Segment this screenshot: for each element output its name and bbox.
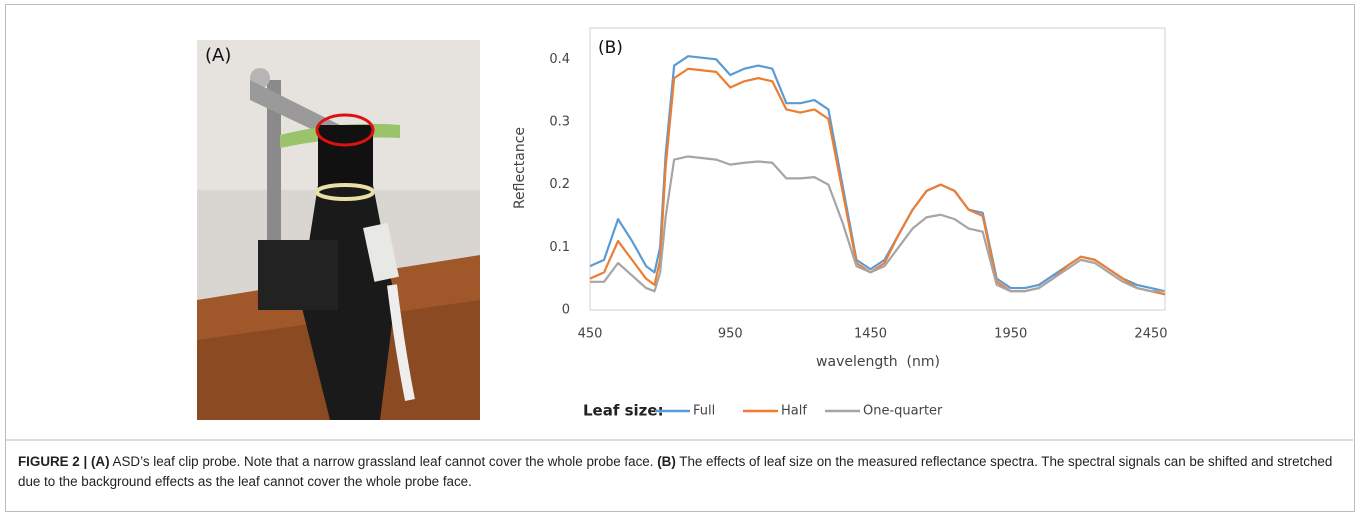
plot-area bbox=[589, 27, 1166, 311]
series-line bbox=[590, 155, 1165, 293]
x-tick-label: 1450 bbox=[854, 327, 887, 342]
figure-frame bbox=[5, 4, 1355, 512]
caption-panel: (A) bbox=[90, 454, 110, 469]
y-axis-title: Reflectance bbox=[512, 127, 528, 209]
legend-label: Half bbox=[781, 404, 807, 419]
photo: (A) bbox=[197, 40, 480, 420]
plot: 0 0.1 0.2 0.3 0.4 450 950 1450 1950 2450 Full Half O… bbox=[549, 52, 1167, 419]
y-tick-label: 0.2 bbox=[549, 177, 570, 192]
caption-label: FIGURE 2 | bbox=[18, 454, 88, 469]
caption-text: ASD’s leaf clip probe. Note that a narro… bbox=[112, 454, 654, 469]
x-axis-title: wavelength (nm) bbox=[816, 354, 940, 370]
x-tick-label: 450 bbox=[578, 327, 603, 342]
x-tick-label: 2450 bbox=[1134, 327, 1167, 342]
legend-title: Leaf size: bbox=[583, 402, 664, 420]
caption-text: The effects of leaf size on the measured… bbox=[18, 454, 1333, 489]
legend-label: Full bbox=[693, 404, 715, 419]
caption-panel: (B) bbox=[657, 454, 676, 469]
panel-label: (B) bbox=[598, 38, 623, 58]
y-tick-label: 0.3 bbox=[549, 115, 570, 130]
caption: FIGURE 2 | (A) ASD’s leaf clip probe. No… bbox=[18, 452, 1338, 492]
legend-label: One-quarter bbox=[863, 404, 943, 419]
panel-label: (A) bbox=[205, 45, 231, 66]
x-tick-label: 950 bbox=[718, 327, 743, 342]
y-tick-label: 0.1 bbox=[549, 240, 570, 255]
y-tick-label: 0 bbox=[562, 303, 570, 318]
x-tick-label: 1950 bbox=[994, 327, 1027, 342]
y-tick-label: 0.4 bbox=[549, 52, 570, 67]
series-line bbox=[589, 55, 1166, 293]
